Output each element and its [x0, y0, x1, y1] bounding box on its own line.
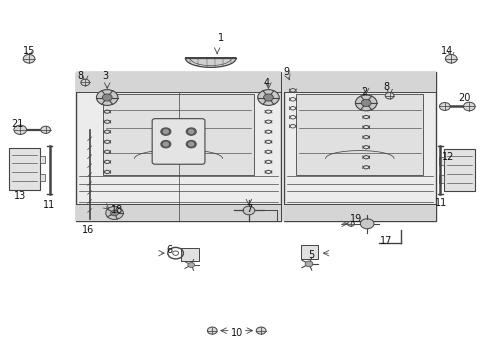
Bar [76, 72, 281, 92]
Bar [40, 156, 45, 163]
Bar [103, 94, 254, 175]
Text: 19: 19 [350, 215, 363, 224]
Circle shape [347, 221, 354, 226]
Text: 5: 5 [308, 250, 314, 260]
Bar [76, 204, 281, 221]
Circle shape [360, 219, 374, 229]
Circle shape [41, 126, 50, 134]
Bar [440, 175, 444, 183]
Text: 4: 4 [264, 78, 270, 88]
Bar [284, 72, 436, 221]
Circle shape [464, 102, 475, 111]
Text: 2: 2 [362, 87, 368, 97]
Bar [180, 248, 199, 261]
Text: 10: 10 [231, 328, 243, 338]
Bar [76, 72, 281, 221]
Circle shape [189, 130, 194, 134]
Bar [40, 174, 45, 181]
Text: 8: 8 [77, 71, 83, 81]
Text: 18: 18 [111, 206, 123, 216]
Text: 11: 11 [43, 200, 55, 210]
Circle shape [445, 54, 457, 63]
Text: 7: 7 [246, 204, 252, 214]
Circle shape [355, 95, 377, 111]
Bar [284, 72, 436, 92]
Circle shape [189, 142, 194, 146]
Text: 20: 20 [459, 93, 471, 103]
Circle shape [106, 207, 123, 220]
Circle shape [14, 125, 26, 134]
Circle shape [163, 142, 168, 146]
Bar [284, 204, 436, 221]
Bar [444, 149, 475, 192]
Polygon shape [185, 58, 236, 67]
Text: 12: 12 [441, 152, 454, 162]
Text: 14: 14 [441, 46, 453, 56]
Text: 15: 15 [23, 46, 35, 56]
Circle shape [186, 128, 196, 135]
Circle shape [163, 130, 168, 134]
Text: 3: 3 [103, 71, 109, 81]
Bar [9, 148, 40, 190]
Circle shape [305, 261, 313, 267]
Text: 6: 6 [166, 245, 172, 255]
Circle shape [186, 140, 196, 148]
Circle shape [188, 262, 195, 267]
Circle shape [207, 327, 217, 334]
Circle shape [161, 140, 171, 148]
Circle shape [256, 327, 266, 334]
Circle shape [361, 99, 371, 107]
Text: 13: 13 [14, 191, 26, 201]
Text: 17: 17 [380, 236, 392, 246]
Text: 1: 1 [218, 33, 223, 43]
Text: 11: 11 [435, 198, 447, 208]
Circle shape [258, 90, 279, 105]
Bar [301, 245, 318, 258]
Circle shape [264, 94, 273, 101]
Circle shape [81, 79, 90, 86]
Bar [440, 157, 444, 165]
Circle shape [23, 54, 35, 63]
Text: 9: 9 [284, 67, 290, 77]
Circle shape [97, 90, 118, 105]
Circle shape [440, 103, 450, 111]
Circle shape [161, 128, 171, 135]
Circle shape [243, 206, 255, 215]
Text: 8: 8 [384, 82, 390, 92]
Bar [296, 94, 423, 175]
FancyBboxPatch shape [152, 119, 205, 164]
Circle shape [385, 93, 394, 99]
Text: 16: 16 [81, 225, 94, 235]
Circle shape [102, 94, 112, 101]
Text: 21: 21 [12, 120, 24, 129]
Circle shape [111, 210, 119, 216]
